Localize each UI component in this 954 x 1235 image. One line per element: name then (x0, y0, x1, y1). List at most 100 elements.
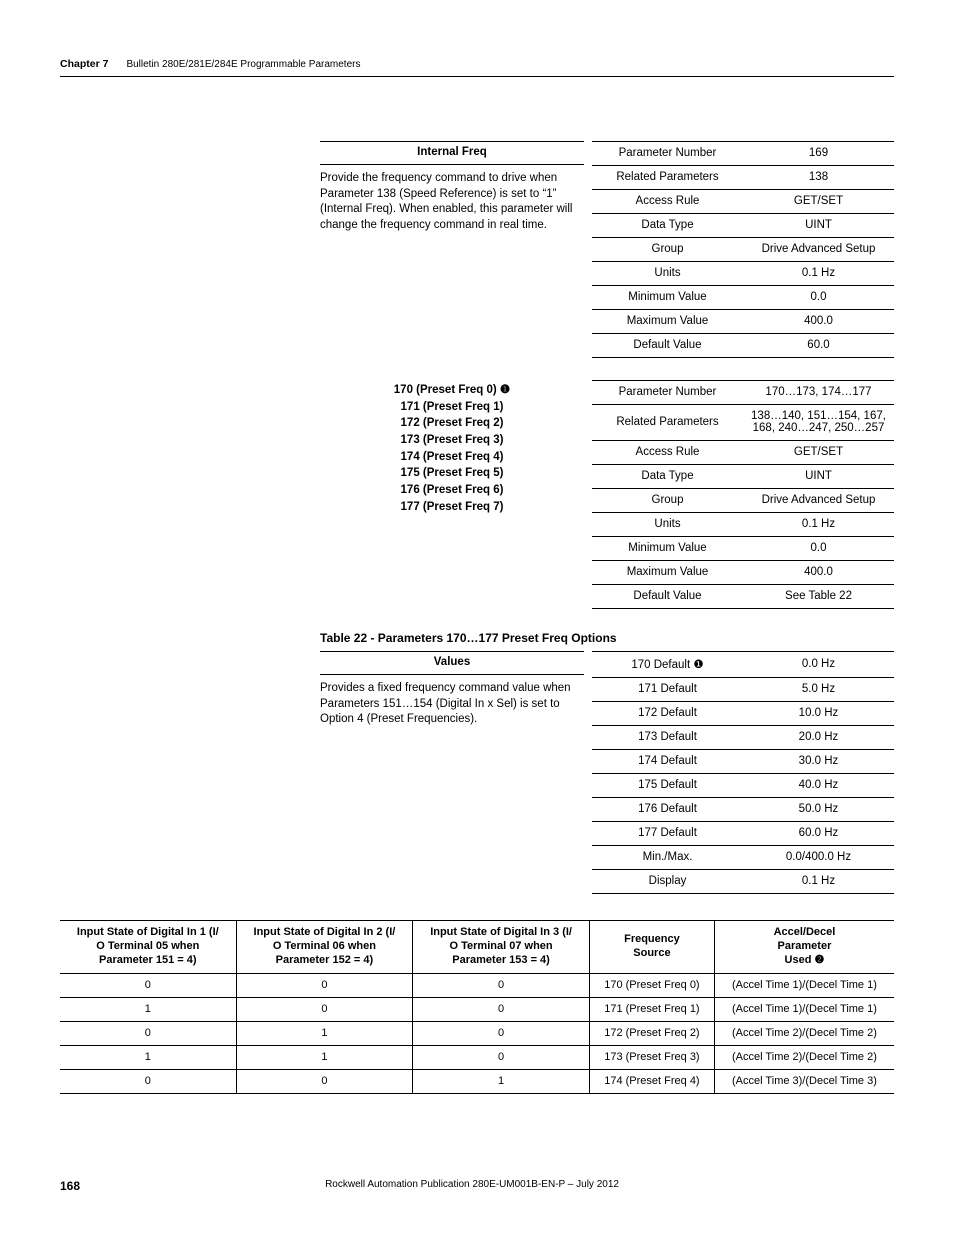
table-cell: 0.1 Hz (743, 513, 894, 537)
table-cell: 173 Default (592, 726, 743, 750)
table-row: Default ValueSee Table 22 (592, 585, 894, 609)
table-cell: 1 (413, 1070, 590, 1094)
table-cell: 174 Default (592, 750, 743, 774)
table-cell: 0.1 Hz (743, 870, 894, 894)
table-cell: 60.0 (743, 334, 894, 358)
table-cell: Related Parameters (592, 405, 743, 441)
param-title: Internal Freq (320, 141, 584, 165)
table-cell: 20.0 Hz (743, 726, 894, 750)
io-state-table: Input State of Digital In 1 (I/O Termina… (60, 920, 894, 1094)
table-cell: UINT (743, 465, 894, 489)
table-cell: 172 (Preset Freq 2) (589, 1022, 714, 1046)
table-cell: 1 (236, 1046, 413, 1070)
table-cell: Related Parameters (592, 166, 743, 190)
param-block-170: 170 (Preset Freq 0) ❶171 (Preset Freq 1)… (320, 380, 894, 609)
table-cell: 174 (Preset Freq 4) (589, 1070, 714, 1094)
table-cell: (Accel Time 2)/(Decel Time 2) (714, 1046, 894, 1070)
table-cell: Drive Advanced Setup (743, 489, 894, 513)
table-cell: Access Rule (592, 190, 743, 214)
table-cell: 0 (60, 1070, 236, 1094)
param-name-item: 177 (Preset Freq 7) (320, 499, 584, 516)
table-cell: Units (592, 262, 743, 286)
table-cell: 169 (743, 142, 894, 166)
param-name-item: 173 (Preset Freq 3) (320, 432, 584, 449)
table-cell: (Accel Time 1)/(Decel Time 1) (714, 974, 894, 998)
table-cell: 0 (413, 1022, 590, 1046)
table-cell: 171 Default (592, 678, 743, 702)
table-cell: 0.1 Hz (743, 262, 894, 286)
table-cell: 170…173, 174…177 (743, 381, 894, 405)
table-cell: Group (592, 489, 743, 513)
table-cell: 400.0 (743, 310, 894, 334)
table-cell: 138 (743, 166, 894, 190)
table-cell: Minimum Value (592, 286, 743, 310)
table-row: 173 Default20.0 Hz (592, 726, 894, 750)
table-cell: (Accel Time 3)/(Decel Time 3) (714, 1070, 894, 1094)
table-row: Min./Max.0.0/400.0 Hz (592, 846, 894, 870)
table-cell: 1 (236, 1022, 413, 1046)
table-cell: GET/SET (743, 441, 894, 465)
table-cell: 0 (60, 974, 236, 998)
table-cell: 0.0/400.0 Hz (743, 846, 894, 870)
table-cell: 171 (Preset Freq 1) (589, 998, 714, 1022)
table-cell: GET/SET (743, 190, 894, 214)
table-cell: Parameter Number (592, 142, 743, 166)
table-row: 001174 (Preset Freq 4)(Accel Time 3)/(De… (60, 1070, 894, 1094)
table-row: GroupDrive Advanced Setup (592, 238, 894, 262)
table-row: Display0.1 Hz (592, 870, 894, 894)
table-row: Related Parameters138 (592, 166, 894, 190)
column-header: Input State of Digital In 2 (I/O Termina… (236, 921, 413, 974)
column-header: Input State of Digital In 1 (I/O Termina… (60, 921, 236, 974)
table-row: Minimum Value0.0 (592, 286, 894, 310)
column-header: Accel/DecelParameterUsed ❷ (714, 921, 894, 974)
table-row: Parameter Number170…173, 174…177 (592, 381, 894, 405)
table-cell: 1 (60, 998, 236, 1022)
param-props-table: Parameter Number170…173, 174…177Related … (592, 380, 894, 609)
table-row: 170 Default ❶0.0 Hz (592, 652, 894, 678)
table-cell: 40.0 Hz (743, 774, 894, 798)
values-title: Values (320, 651, 584, 675)
table-row: Related Parameters138…140, 151…154, 167,… (592, 405, 894, 441)
table-row: 110173 (Preset Freq 3)(Accel Time 2)/(De… (60, 1046, 894, 1070)
table-cell: Units (592, 513, 743, 537)
table-cell: (Accel Time 2)/(Decel Time 2) (714, 1022, 894, 1046)
table-cell: Minimum Value (592, 537, 743, 561)
table-cell: Drive Advanced Setup (743, 238, 894, 262)
table-row: 172 Default10.0 Hz (592, 702, 894, 726)
param-name-item: 175 (Preset Freq 5) (320, 465, 584, 482)
table-cell: Default Value (592, 334, 743, 358)
chapter-title: Bulletin 280E/281E/284E Programmable Par… (126, 59, 360, 70)
table-row: Default Value60.0 (592, 334, 894, 358)
column-header: Input State of Digital In 3 (I/O Termina… (413, 921, 590, 974)
table-cell: 170 Default ❶ (592, 652, 743, 678)
table-cell: UINT (743, 214, 894, 238)
table-row: 177 Default60.0 Hz (592, 822, 894, 846)
publication-line: Rockwell Automation Publication 280E-UM0… (80, 1179, 864, 1193)
table-cell: 173 (Preset Freq 3) (589, 1046, 714, 1070)
table-cell: 177 Default (592, 822, 743, 846)
table-row: Data TypeUINT (592, 214, 894, 238)
param-name-item: 171 (Preset Freq 1) (320, 399, 584, 416)
table-row: Maximum Value400.0 (592, 310, 894, 334)
values-block: Values Provides a fixed frequency comman… (320, 651, 894, 894)
column-header: FrequencySource (589, 921, 714, 974)
table-row: Parameter Number169 (592, 142, 894, 166)
table-cell: 1 (60, 1046, 236, 1070)
table-cell: 50.0 Hz (743, 798, 894, 822)
param-block-169: Internal Freq Provide the frequency comm… (320, 141, 894, 358)
table-cell: 0.0 Hz (743, 652, 894, 678)
table-row: 176 Default50.0 Hz (592, 798, 894, 822)
table-cell: Parameter Number (592, 381, 743, 405)
table-row: 175 Default40.0 Hz (592, 774, 894, 798)
table-cell: 5.0 Hz (743, 678, 894, 702)
table-cell: 172 Default (592, 702, 743, 726)
table-cell: 0 (413, 1046, 590, 1070)
table-cell: Display (592, 870, 743, 894)
table-row: Minimum Value0.0 (592, 537, 894, 561)
values-description: Provides a fixed frequency command value… (320, 675, 584, 728)
param-name-list: 170 (Preset Freq 0) ❶171 (Preset Freq 1)… (320, 380, 584, 515)
table-row: Data TypeUINT (592, 465, 894, 489)
table-cell: 0.0 (743, 537, 894, 561)
page-number: 168 (60, 1179, 80, 1193)
table-cell: See Table 22 (743, 585, 894, 609)
